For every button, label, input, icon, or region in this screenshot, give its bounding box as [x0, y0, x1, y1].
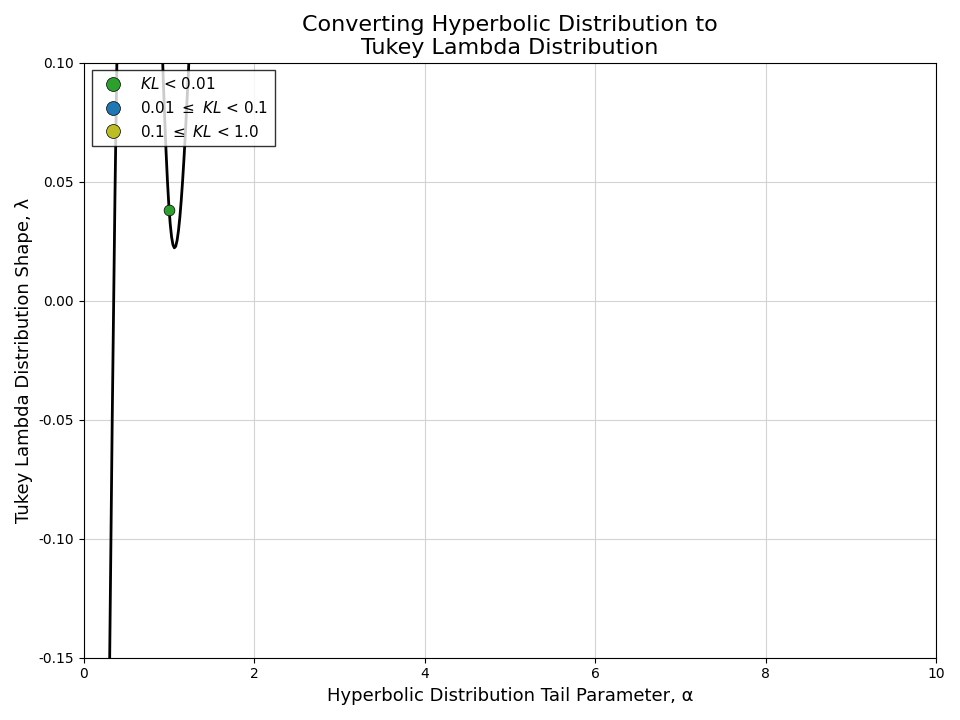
X-axis label: Hyperbolic Distribution Tail Parameter, α: Hyperbolic Distribution Tail Parameter, …: [326, 687, 693, 705]
Point: [161, 204, 177, 215]
Legend: $\mathit{KL}$ < 0.01, 0.01 $\leq$ $\mathit{KL}$ < 0.1, 0.1 $\leq$ $\mathit{KL}$ : $\mathit{KL}$ < 0.01, 0.01 $\leq$ $\math…: [91, 70, 275, 145]
Point: [102, 672, 117, 683]
Point: [182, 22, 198, 33]
Title: Converting Hyperbolic Distribution to
Tukey Lambda Distribution: Converting Hyperbolic Distribution to Tu…: [302, 15, 718, 58]
Y-axis label: Tukey Lambda Distribution Shape, λ: Tukey Lambda Distribution Shape, λ: [15, 197, 33, 523]
